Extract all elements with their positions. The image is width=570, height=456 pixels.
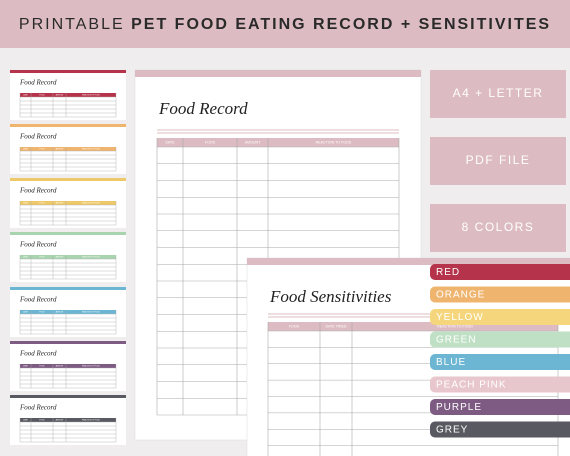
sheet-bar [135,70,421,77]
color-tag [430,264,570,280]
thumbnail-col: AMOUNT [56,364,65,367]
column-label: FOOD [205,140,216,144]
thumbnail-col: REACTION TO FOOD [82,364,101,367]
header-prefix: PRINTABLE [19,16,125,33]
thumbnail-bar [10,70,126,73]
thumbnail-bar [10,232,126,235]
header-main: PET FOOD EATING RECORD + SENSITIVITES [131,16,551,33]
thumbnail-col: REACTION TO FOOD [82,147,101,150]
thumbnail-col: DATE [23,201,28,204]
thumbnail-col: REACTION TO FOOD [82,201,101,204]
thumbnail-col: REACTION TO FOOD [82,255,101,258]
badge [430,70,566,118]
badge-label: 8 COLORS [462,220,535,234]
thumbnail-col: REACTION TO FOOD [82,93,101,96]
color-name: GREY [436,425,468,436]
color-name: BLUE [436,357,466,368]
thumbnail-col: REACTION TO FOOD [82,418,101,421]
color-name: ORANGE [436,290,485,301]
header-title: PRINTABLE PET FOOD EATING RECORD + SENSI… [19,16,551,33]
color-tag [430,421,570,438]
thumbnail-col: DATE [23,147,28,150]
badge [430,204,566,252]
thumbnail-col: FOOD [39,311,45,313]
color-tag [430,331,570,348]
thumbnail-title: Food Record [19,187,57,195]
column-label: REACTION TO FOOD [437,324,473,328]
column-label: DATE [165,140,175,144]
thumbnail-bar [10,124,126,127]
column-label: REACTION TO FOOD [316,140,352,144]
thumbnail-title: Food Record [19,241,57,249]
color-name: GREEN [436,335,477,346]
thumbnail-col: AMOUNT [56,93,65,96]
thumbnail-col: FOOD [39,365,45,367]
thumbnail-bar [10,341,126,344]
header-band [0,0,570,48]
table-header [268,322,558,331]
thumbnail-header [20,147,116,151]
thumbnail-col: FOOD [39,256,45,258]
thumbnail-col: AMOUNT [56,255,65,258]
thumbnail-title: Food Record [19,79,57,87]
color-tag [430,399,570,415]
thumbnail-col: AMOUNT [56,147,65,150]
thumbnail-col: DATE [23,418,28,421]
thumbnail-col: FOOD [39,202,45,204]
thumbnail-col: DATE [23,93,28,96]
color-tag [430,376,570,393]
thumbnail-bar [10,287,126,290]
thumbnail-col: DATE [23,255,28,258]
thumbnail-title: Food Record [19,296,57,304]
thumbnail-header [20,201,116,205]
color-tag [430,286,570,303]
table-header [157,138,399,147]
thumbnail-col: FOOD [39,94,45,96]
badge-label: A4 + LETTER [453,86,544,100]
color-name: PEACH PINK [436,380,507,391]
thumbnail-title: Food Record [19,350,57,358]
color-tag [430,309,570,325]
color-name: RED [436,267,460,278]
sheet-bar [247,258,570,265]
column-label: DATE TRIED [325,324,346,328]
thumbnail-col: FOOD [39,419,45,421]
badge [430,137,566,185]
thumbnail-bar [10,395,126,398]
thumbnail-header [20,255,116,259]
thumbnail-header [20,93,116,97]
thumbnail-col: AMOUNT [56,310,65,313]
thumbnail-title: Food Record [19,404,57,412]
color-name: YELLOW [436,312,484,323]
thumbnail-col: FOOD [39,148,45,150]
thumbnail-col: DATE [23,364,28,367]
thumbnail-header [20,364,116,368]
thumbnail-header [20,418,116,422]
thumbnail-col: AMOUNT [56,201,65,204]
badge-label: PDF FILE [466,153,531,167]
thumbnail-col: AMOUNT [56,418,65,421]
thumbnail-title: Food Record [19,133,57,141]
color-name: PURPLE [436,402,482,413]
color-tag [430,354,570,370]
column-label: AMOUNT [245,140,261,144]
thumbnail-col: DATE [23,310,28,313]
column-label: FOOD [289,324,300,328]
thumbnail-col: REACTION TO FOOD [82,310,101,313]
sheet-title: Food Record [158,99,248,118]
sheet-title: Food Sensitivities [269,287,392,306]
thumbnail-bar [10,178,126,181]
thumbnail-header [20,310,116,314]
